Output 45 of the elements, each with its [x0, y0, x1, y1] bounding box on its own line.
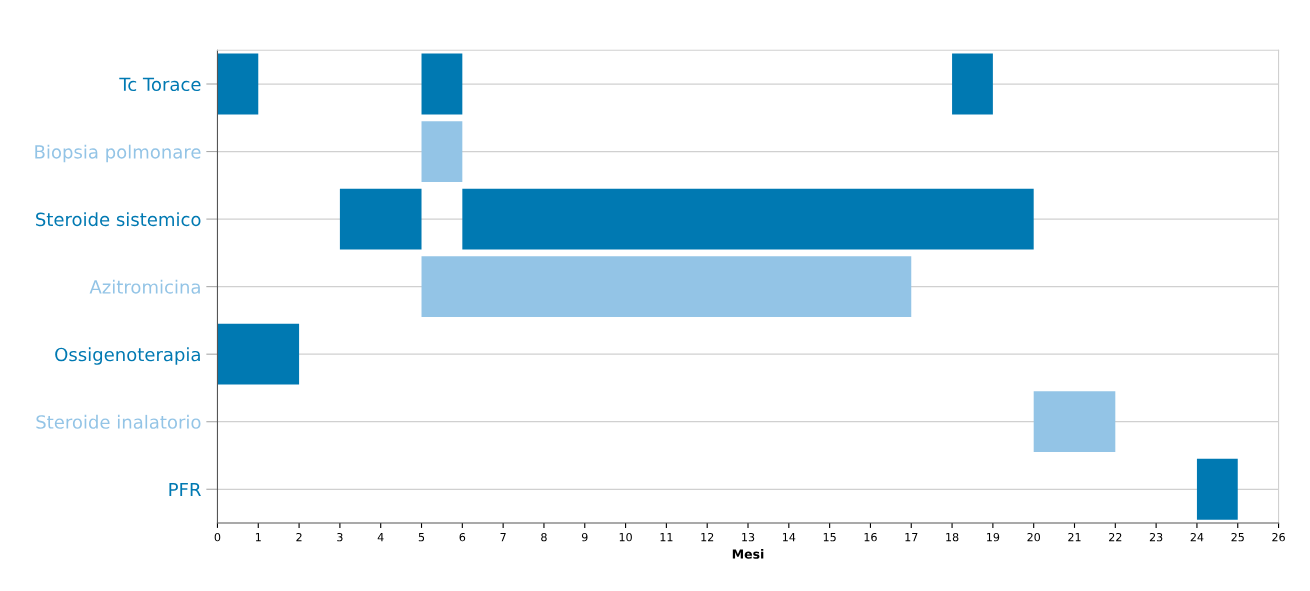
x-tick-label: 17 — [905, 533, 918, 542]
x-tick-label: 10 — [619, 532, 632, 542]
bar — [217, 323, 300, 385]
x-axis-title: Mesi — [732, 549, 764, 559]
x-tick-label: 11 — [660, 533, 673, 542]
x-tick-label: 16 — [864, 532, 877, 542]
y-tick-label: Tc Torace — [119, 77, 201, 92]
bar — [462, 188, 1034, 250]
y-tick-label: Ossigenoterapia — [55, 347, 200, 365]
bar — [421, 121, 463, 182]
y-tick-label: Biopsia polmonare — [35, 144, 201, 163]
bar — [1033, 391, 1116, 453]
y-tick-label: Steroide inalatorio — [36, 414, 201, 429]
x-tick-label: 9 — [581, 532, 588, 542]
bar — [217, 53, 259, 115]
x-tick-label: 24 — [1190, 532, 1204, 542]
x-tick-label: 0 — [214, 532, 221, 542]
x-tick-label: 4 — [377, 533, 384, 542]
x-tick-label: 3 — [337, 532, 343, 542]
y-tick-label: Steroide sistemico — [36, 212, 201, 227]
x-tick-label: 15 — [823, 533, 836, 542]
x-tick-label: 2 — [296, 532, 302, 542]
x-tick-label: 6 — [459, 532, 466, 542]
x-tick-label: 26 — [1272, 532, 1285, 542]
x-tick-label: 7 — [500, 533, 506, 542]
x-tick-label: 23 — [1149, 532, 1163, 542]
x-tick-label: 8 — [541, 532, 547, 542]
x-tick-label: 22 — [1109, 532, 1122, 542]
x-tick-label: 25 — [1231, 532, 1244, 542]
x-tick-label: 1 — [255, 533, 261, 542]
x-tick-label: 14 — [782, 533, 796, 542]
x-tick-label: 12 — [701, 532, 714, 542]
bar — [952, 53, 993, 115]
x-tick-label: 21 — [1068, 532, 1081, 542]
bar — [421, 53, 463, 115]
x-tick-label: 13 — [742, 532, 755, 542]
x-tick-label: 5 — [418, 533, 425, 542]
x-tick-label: 19 — [987, 532, 1000, 542]
bar — [1196, 458, 1238, 520]
y-tick-label: Azitromicina — [89, 279, 200, 294]
x-tick-label: 20 — [1027, 532, 1041, 542]
x-tick-label: 18 — [946, 532, 959, 542]
y-tick-label: PFR — [169, 482, 201, 497]
bar — [339, 188, 422, 250]
bar — [421, 256, 912, 318]
